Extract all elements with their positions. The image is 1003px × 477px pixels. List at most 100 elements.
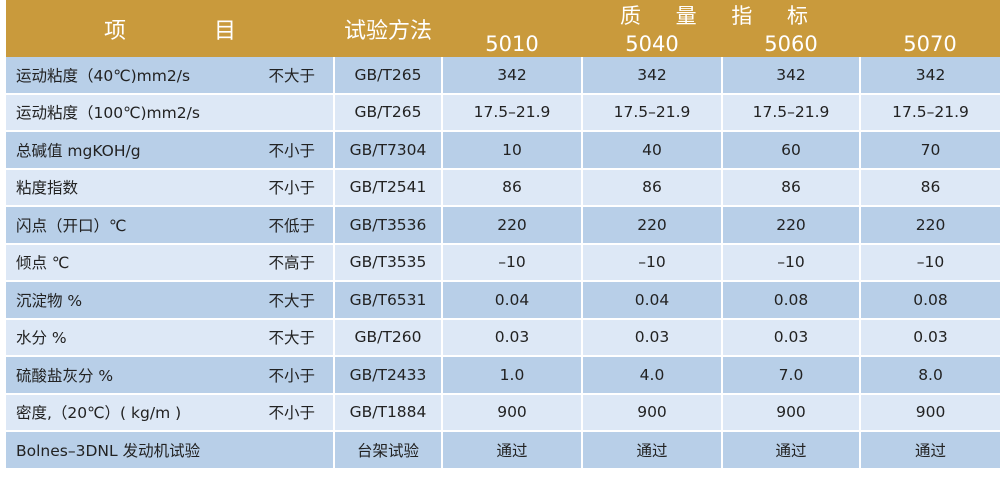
item-cell: 水分 % 不大于 xyxy=(6,318,335,357)
item-limit: 不大于 xyxy=(268,291,315,310)
table-row: 粘度指数 不小于 GB/T2541 86 86 86 86 xyxy=(6,168,1001,207)
value-cell-5070: 8.0 xyxy=(860,356,1001,395)
table-row: 硫酸盐灰分 % 不小于 GB/T2433 1.0 4.0 7.0 8.0 xyxy=(6,356,1001,395)
item-limit: 不小于 xyxy=(268,366,315,385)
item-name: 闪点（开口）℃ xyxy=(16,216,127,235)
item-cell: 密度,（20℃）( kg/m ) 不小于 xyxy=(6,393,335,432)
value-cell-5070: 通过 xyxy=(860,431,1001,470)
value-cell-5010: 342 xyxy=(442,57,583,95)
grade-header-5060: 5060 xyxy=(722,30,860,57)
value-cell-5070: –10 xyxy=(860,243,1001,282)
value-cell-5040: 4.0 xyxy=(582,356,723,395)
value-cell-5060: 0.03 xyxy=(722,318,861,357)
value-cell-5010: 1.0 xyxy=(442,356,583,395)
method-cell: GB/T2541 xyxy=(334,168,443,207)
value-cell-5010: –10 xyxy=(442,243,583,282)
table-row: Bolnes–3DNL 发动机试验 台架试验 通过 通过 通过 通过 xyxy=(6,431,1001,470)
item-column-header: 项 目 xyxy=(6,0,334,57)
value-cell-5060: 900 xyxy=(722,393,861,432)
item-header-right: 目 xyxy=(213,18,236,44)
table-row: 闪点（开口）℃ 不低于 GB/T3536 220 220 220 220 xyxy=(6,206,1001,245)
item-header-left: 项 xyxy=(104,18,127,44)
value-cell-5070: 86 xyxy=(860,168,1001,207)
quality-spec-table: 项 目 试验方法 质 量 指 标 5010 5040 5060 5070 运动粘度（4… xyxy=(6,0,1001,470)
item-name: 沉淀物 % xyxy=(16,291,83,310)
table-row: 水分 % 不大于 GB/T260 0.03 0.03 0.03 0.03 xyxy=(6,318,1001,357)
value-cell-5010: 900 xyxy=(442,393,583,432)
quality-index-header: 质 量 指 标 xyxy=(442,0,1001,30)
method-cell: GB/T7304 xyxy=(334,131,443,170)
method-cell: GB/T260 xyxy=(334,318,443,357)
method-column-header: 试验方法 xyxy=(334,0,442,57)
value-cell-5040: 86 xyxy=(582,168,723,207)
method-cell: GB/T2433 xyxy=(334,356,443,395)
value-cell-5040: 900 xyxy=(582,393,723,432)
value-cell-5040: 220 xyxy=(582,206,723,245)
item-cell: 硫酸盐灰分 % 不小于 xyxy=(6,356,335,395)
value-cell-5060: 86 xyxy=(722,168,861,207)
item-name: 密度,（20℃）( kg/m ) xyxy=(16,404,182,423)
item-cell: Bolnes–3DNL 发动机试验 xyxy=(6,431,335,470)
method-cell: GB/T1884 xyxy=(334,393,443,432)
table-row: 沉淀物 % 不大于 GB/T6531 0.04 0.04 0.08 0.08 xyxy=(6,281,1001,320)
item-name: 运动粘度（100℃)mm2/s xyxy=(16,104,200,123)
grade-header-5040: 5040 xyxy=(582,30,722,57)
item-limit: 不小于 xyxy=(268,141,315,160)
value-cell-5010: 0.04 xyxy=(442,281,583,320)
item-name: 硫酸盐灰分 % xyxy=(16,366,114,385)
value-cell-5070: 70 xyxy=(860,131,1001,170)
item-cell: 倾点 ℃ 不高于 xyxy=(6,243,335,282)
value-cell-5060: 60 xyxy=(722,131,861,170)
grade-header-5070: 5070 xyxy=(860,30,1001,57)
table-row: 运动粘度（40℃)mm2/s 不大于 GB/T265 342 342 342 342 xyxy=(6,57,1001,95)
table-row: 总碱值 mgKOH/g 不小于 GB/T7304 10 40 60 70 xyxy=(6,131,1001,170)
value-cell-5010: 17.5–21.9 xyxy=(442,93,583,132)
value-cell-5010: 86 xyxy=(442,168,583,207)
item-limit: 不高于 xyxy=(268,254,315,273)
item-name: 总碱值 mgKOH/g xyxy=(16,141,141,160)
value-cell-5070: 342 xyxy=(860,57,1001,95)
item-cell: 粘度指数 不小于 xyxy=(6,168,335,207)
item-limit: 不小于 xyxy=(268,404,315,423)
value-cell-5040: 通过 xyxy=(582,431,723,470)
item-cell: 沉淀物 % 不大于 xyxy=(6,281,335,320)
value-cell-5070: 220 xyxy=(860,206,1001,245)
value-cell-5010: 0.03 xyxy=(442,318,583,357)
table-body: 运动粘度（40℃)mm2/s 不大于 GB/T265 342 342 342 342 运动粘度… xyxy=(6,57,1001,470)
table-row: 密度,（20℃）( kg/m ) 不小于 GB/T1884 900 900 900 900 xyxy=(6,393,1001,432)
value-cell-5060: 220 xyxy=(722,206,861,245)
value-cell-5040: 342 xyxy=(582,57,723,95)
item-cell: 总碱值 mgKOH/g 不小于 xyxy=(6,131,335,170)
value-cell-5040: 17.5–21.9 xyxy=(582,93,723,132)
value-cell-5040: 0.04 xyxy=(582,281,723,320)
item-name: 倾点 ℃ xyxy=(16,254,70,273)
value-cell-5060: –10 xyxy=(722,243,861,282)
value-cell-5010: 10 xyxy=(442,131,583,170)
value-cell-5060: 7.0 xyxy=(722,356,861,395)
item-cell: 运动粘度（100℃)mm2/s xyxy=(6,93,335,132)
value-cell-5040: 0.03 xyxy=(582,318,723,357)
item-cell: 闪点（开口）℃ 不低于 xyxy=(6,206,335,245)
method-cell: GB/T265 xyxy=(334,93,443,132)
value-cell-5070: 0.03 xyxy=(860,318,1001,357)
value-cell-5060: 17.5–21.9 xyxy=(722,93,861,132)
item-cell: 运动粘度（40℃)mm2/s 不大于 xyxy=(6,57,335,95)
item-name: Bolnes–3DNL 发动机试验 xyxy=(16,441,201,460)
item-limit: 不大于 xyxy=(268,66,315,85)
value-cell-5070: 900 xyxy=(860,393,1001,432)
item-name: 粘度指数 xyxy=(16,179,79,198)
value-cell-5060: 342 xyxy=(722,57,861,95)
table-row: 运动粘度（100℃)mm2/s GB/T265 17.5–21.9 17.5–21.9… xyxy=(6,93,1001,132)
table-row: 倾点 ℃ 不高于 GB/T3535 –10 –10 –10 –10 xyxy=(6,243,1001,282)
value-cell-5010: 通过 xyxy=(442,431,583,470)
value-cell-5060: 通过 xyxy=(722,431,861,470)
value-cell-5070: 17.5–21.9 xyxy=(860,93,1001,132)
item-name: 运动粘度（40℃)mm2/s xyxy=(16,66,191,85)
method-cell: GB/T3536 xyxy=(334,206,443,245)
method-cell: GB/T265 xyxy=(334,57,443,95)
item-limit: 不小于 xyxy=(268,179,315,198)
table-header: 项 目 试验方法 质 量 指 标 5010 5040 5060 5070 xyxy=(6,0,1001,57)
method-cell: GB/T3535 xyxy=(334,243,443,282)
value-cell-5010: 220 xyxy=(442,206,583,245)
